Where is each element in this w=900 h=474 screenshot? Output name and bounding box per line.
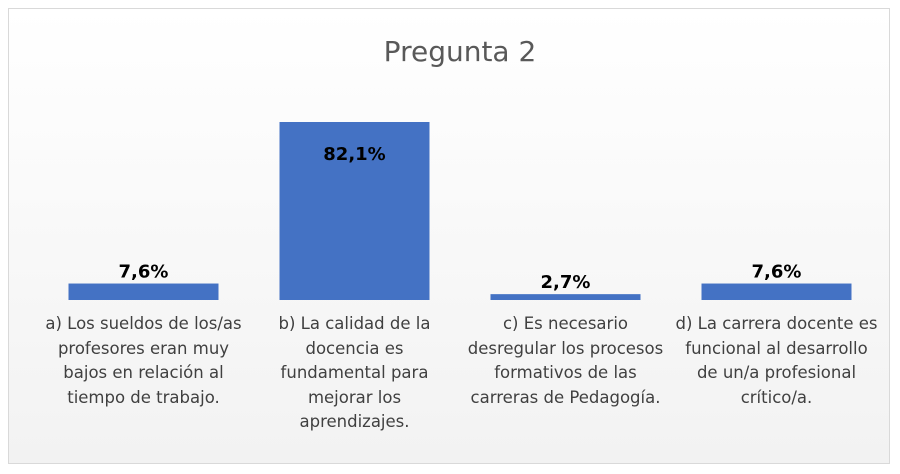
x-tick-label: a) Los sueldos de los/as profesores eran… <box>45 314 242 407</box>
bar <box>68 283 219 300</box>
bar <box>490 294 641 300</box>
x-tick-label: d) La carrera docente es funcional al de… <box>675 314 878 407</box>
x-tick-label: c) Es necesario desregular los procesos … <box>467 314 664 407</box>
bar <box>279 122 430 300</box>
data-label: 2,7% <box>541 272 591 293</box>
bar <box>701 283 852 300</box>
data-label: 7,6% <box>752 262 802 283</box>
x-tick-label: b) La calidad de la docencia es fundamen… <box>278 314 431 431</box>
data-label: 7,6% <box>119 262 169 283</box>
chart-frame <box>8 8 890 464</box>
chart-title: Pregunta 2 <box>384 35 537 68</box>
data-label: 82,1% <box>323 144 385 165</box>
